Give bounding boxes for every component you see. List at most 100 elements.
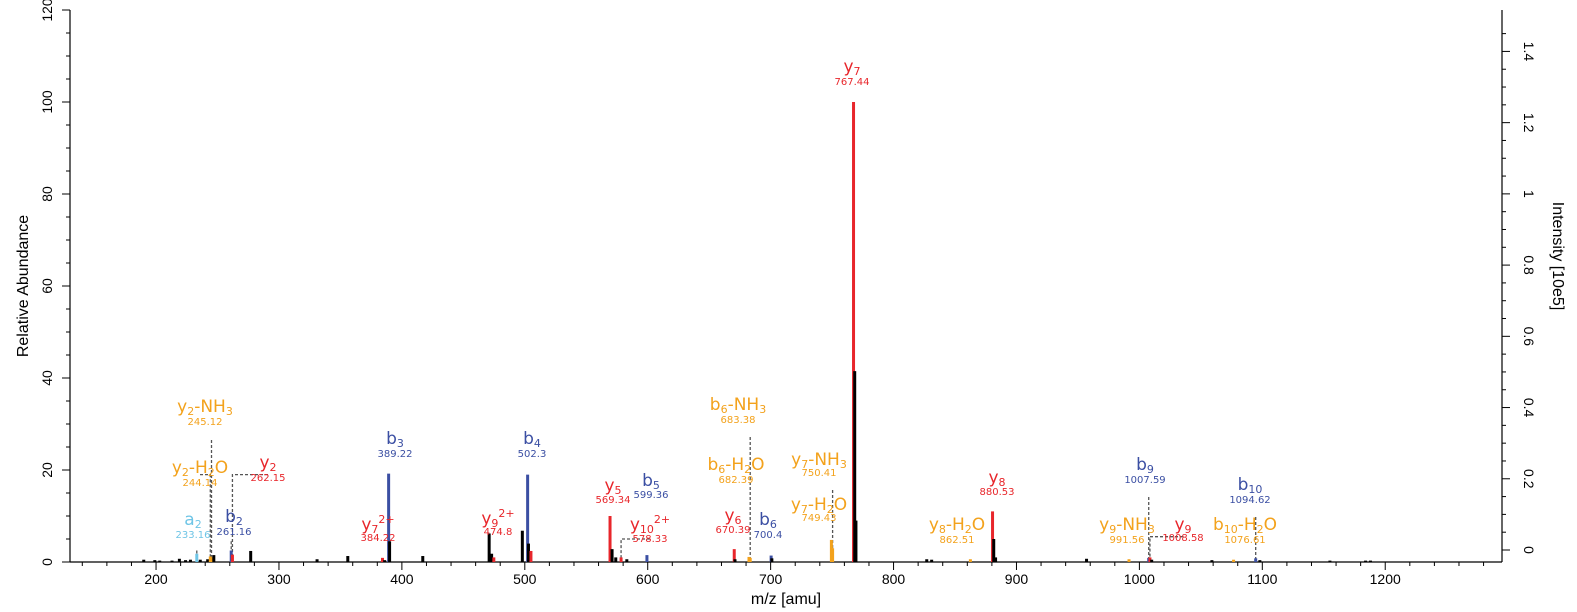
- x-tick-label: 1000: [1124, 571, 1155, 587]
- ion-label: b5: [642, 471, 660, 492]
- ion-label: y72+: [361, 513, 394, 536]
- ion-mz-label: 767.44: [835, 77, 870, 88]
- ion-label: b9: [1136, 455, 1154, 476]
- y2-tick-label: 1.2: [1521, 113, 1537, 133]
- y2-tick-label: 0: [1521, 546, 1537, 554]
- ion-mz-label: 244.14: [183, 478, 218, 489]
- annotation-leader-line: [231, 473, 268, 561]
- x-tick-label: 1100: [1247, 571, 1277, 587]
- y2-tick-label: 0.8: [1521, 255, 1537, 275]
- ion-mz-label: 233.16: [176, 530, 211, 541]
- ion-mz-label: 700.4: [754, 530, 783, 541]
- ion-mz-label: 599.36: [634, 490, 669, 501]
- x-tick-label: 400: [390, 571, 414, 587]
- ion-mz-label: 750.41: [802, 468, 837, 479]
- ion-mz-label: 880.53: [980, 487, 1015, 498]
- y-tick-label: 120: [39, 0, 55, 22]
- y2-tick-label: 1.4: [1521, 42, 1537, 62]
- ion-label: y8-H2O: [929, 515, 985, 536]
- y-tick-label: 40: [39, 370, 55, 386]
- y-tick-label: 60: [39, 278, 55, 294]
- ion-mz-label: 1094.62: [1229, 495, 1270, 506]
- y2-tick-label: 1: [1521, 190, 1537, 198]
- y-tick-label: 80: [39, 186, 55, 202]
- ion-label: b10-H2O: [1213, 515, 1277, 536]
- ion-mz-label: 670.39: [716, 525, 751, 536]
- y2-tick-label: 0.6: [1521, 327, 1537, 347]
- ion-mz-label: 245.12: [188, 417, 223, 428]
- ion-mz-label: 262.15: [251, 473, 286, 484]
- y2-tick-label: 0.4: [1521, 398, 1537, 418]
- ion-mz-label: 502.3: [518, 449, 547, 460]
- x-tick-label: 600: [636, 571, 660, 587]
- annotation-leader-line: [200, 473, 211, 561]
- ion-mz-label: 578.33: [633, 534, 668, 545]
- y-tick-label: 20: [39, 462, 55, 478]
- ion-mz-label: 862.51: [940, 535, 975, 546]
- ion-label: y102+: [630, 513, 670, 536]
- x-tick-label: 500: [513, 571, 537, 587]
- x-tick-label: 1200: [1370, 571, 1401, 587]
- ion-label: b4: [523, 429, 541, 450]
- ion-label: b6-H2O: [707, 455, 764, 476]
- peak-bars: [142, 102, 1372, 562]
- ion-label: b10: [1238, 475, 1263, 496]
- ion-mz-label: 384.22: [361, 533, 396, 544]
- ion-label: b2: [225, 507, 243, 528]
- ion-label: y7: [843, 57, 860, 78]
- ion-label: y5: [604, 476, 621, 497]
- ion-annotation: y72+384.22: [361, 513, 396, 544]
- ion-label: b6-NH3: [710, 395, 766, 416]
- y-tick-label: 0: [39, 558, 55, 566]
- ion-label: y7-H2O: [791, 495, 847, 516]
- ion-label: y2-H2O: [172, 458, 228, 479]
- ion-mz-label: 682.39: [719, 475, 754, 486]
- x-tick-label: 800: [882, 571, 906, 587]
- ticks: 200 300 400 500 600 700 800 900 1000 1100 12000204…: [39, 0, 1537, 587]
- y-tick-label: 100: [39, 90, 55, 114]
- ion-mz-label: 1007.59: [1124, 475, 1165, 486]
- ion-label: y2-NH3: [177, 397, 233, 418]
- ion-label: b3: [386, 429, 404, 450]
- ion-label: y92+: [481, 507, 514, 530]
- ion-mz-label: 261.16: [217, 527, 252, 538]
- ion-mz-label: 991.56: [1110, 535, 1145, 546]
- x-tick-label: 700: [759, 571, 783, 587]
- ion-label: y6: [724, 506, 741, 527]
- y2-tick-label: 0.2: [1521, 469, 1537, 489]
- ion-label: y9-NH3: [1099, 515, 1155, 536]
- ion-annotation: y92+474.8: [481, 507, 514, 538]
- annotation-leader-line: [1149, 536, 1183, 561]
- ion-label: y7-NH3: [791, 450, 847, 471]
- ion-label: y2: [259, 453, 276, 474]
- ion-mz-label: 1076.61: [1224, 535, 1265, 546]
- ion-mz-label: 749.43: [802, 513, 837, 524]
- ion-label: y9: [1174, 515, 1191, 536]
- x-tick-label: 200: [144, 571, 168, 587]
- ion-label: b6: [759, 510, 777, 531]
- x-tick-label: 300: [267, 571, 291, 587]
- ion-mz-label: 474.8: [484, 527, 513, 538]
- ion-annotation: y102+578.33: [630, 513, 670, 545]
